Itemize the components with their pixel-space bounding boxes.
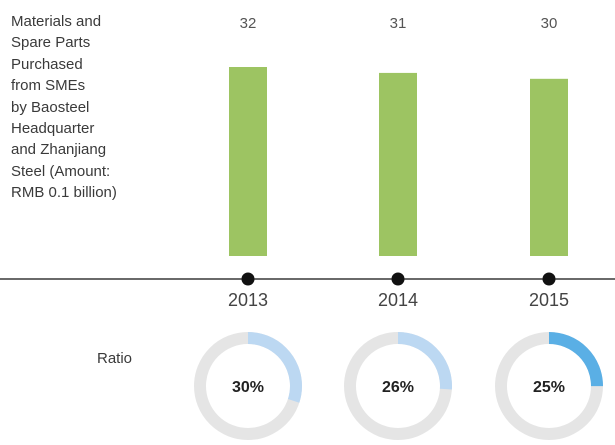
tick-label-2014: 2014 bbox=[378, 290, 418, 310]
ratio-rings: 30% 26% 25% bbox=[194, 332, 603, 440]
axis-marker-2014 bbox=[391, 272, 405, 286]
value-label-2014: 31 bbox=[390, 15, 407, 32]
axis-marker-2013 bbox=[241, 272, 255, 286]
ratio-ring-arc-2014 bbox=[344, 332, 452, 440]
bar-2014 bbox=[379, 72, 417, 256]
tick-label-2015: 2015 bbox=[529, 290, 569, 310]
tick-label-2013: 2013 bbox=[228, 290, 268, 310]
ratio-ring-arc-2013 bbox=[194, 332, 302, 440]
ratio-label: Ratio bbox=[97, 350, 133, 367]
bar-2015 bbox=[530, 78, 568, 256]
chart-title: Materials and Spare Parts Purchased from… bbox=[11, 13, 117, 202]
ratio-value-2013: 30% bbox=[232, 379, 264, 396]
bar-2013 bbox=[229, 67, 267, 256]
ratio-value-2015: 25% bbox=[533, 379, 565, 396]
value-label-2015: 30 bbox=[541, 15, 558, 32]
axis-layer: 2013 2014 2015 bbox=[228, 272, 569, 310]
bars-layer: 32 31 30 bbox=[229, 15, 568, 256]
value-label-2013: 32 bbox=[240, 15, 257, 32]
ratio-value-2014: 26% bbox=[382, 379, 414, 396]
axis-marker-2015 bbox=[542, 272, 556, 286]
ratio-ring-arc-2015 bbox=[495, 332, 603, 440]
